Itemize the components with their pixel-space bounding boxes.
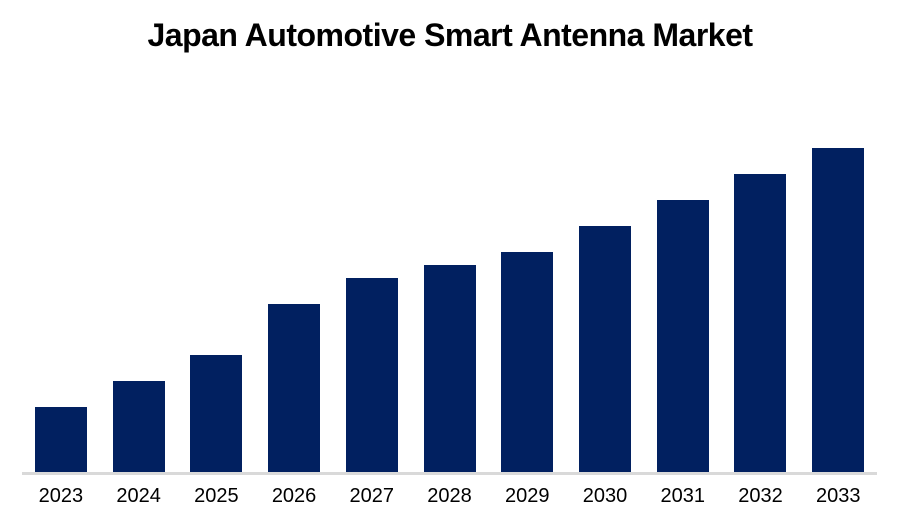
x-tick-label-2030: 2030 — [582, 485, 628, 507]
bar-cell-2031 — [644, 0, 722, 472]
x-tick-label-2029: 2029 — [505, 485, 550, 507]
x-tick-label-2023: 2023 — [38, 485, 84, 507]
bar-2023 — [34, 407, 87, 472]
bars-container — [22, 0, 877, 472]
x-tick-label-2027: 2027 — [349, 485, 395, 507]
bar-cell-2025 — [177, 0, 255, 472]
x-axis-labels: 2023 2024 2025 2026 2027 2028 2029 2030 2031 2032… — [22, 486, 877, 506]
x-tick-label-2026: 2026 — [271, 485, 317, 507]
bar-cell-2027 — [333, 0, 411, 472]
bar-2029 — [501, 252, 554, 472]
bar-2025 — [190, 355, 243, 472]
bar-2027 — [345, 278, 398, 472]
x-tick-label-2028: 2028 — [427, 485, 472, 507]
bar-cell-2028 — [411, 0, 489, 472]
chart-title: Japan Automotive Smart Antenna Market — [147, 17, 753, 53]
bar-2026 — [268, 304, 321, 472]
bar-2028 — [423, 265, 476, 472]
x-tick-label-2033: 2033 — [815, 485, 861, 507]
bar-cell-2030 — [566, 0, 644, 472]
x-axis-line — [22, 472, 877, 475]
bar-cell-2026 — [255, 0, 333, 472]
plot-area — [22, 0, 877, 472]
x-tick-label-2025: 2025 — [194, 485, 239, 507]
bar-cell-2033 — [799, 0, 877, 472]
bar-2030 — [579, 226, 631, 472]
bar-2031 — [656, 200, 709, 472]
bar-cell-2023 — [22, 0, 100, 472]
bar-2024 — [112, 381, 165, 472]
bar-cell-2029 — [488, 0, 566, 472]
bar-cell-2032 — [722, 0, 800, 472]
x-tick-label-2031: 2031 — [660, 485, 705, 507]
x-tick-label-2024: 2024 — [116, 485, 161, 507]
bar-2033 — [812, 148, 865, 472]
bar-cell-2024 — [100, 0, 178, 472]
x-tick-label-2032: 2032 — [738, 485, 783, 507]
bar-2032 — [734, 174, 787, 472]
